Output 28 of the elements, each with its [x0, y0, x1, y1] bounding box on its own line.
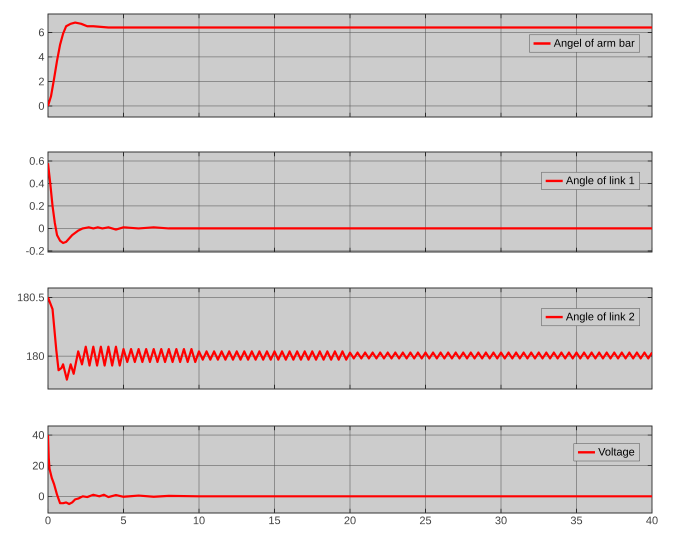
x-tick-label: 15	[269, 516, 280, 524]
y-tick-label: 4	[38, 53, 44, 61]
y-tick-label: 0	[38, 102, 44, 110]
legend-label: Voltage	[598, 448, 634, 458]
legend-label: Angle of link 1	[566, 176, 634, 186]
legend-label: Angel of arm bar	[554, 38, 635, 49]
x-tick-label: 0	[45, 516, 51, 524]
y-tick-label: 0.2	[30, 202, 44, 210]
y-tick-label: 2	[38, 78, 44, 86]
x-tick-label: 5	[120, 516, 126, 524]
y-tick-label: 180	[27, 352, 44, 360]
line-series	[48, 296, 652, 381]
x-tick-label: 35	[570, 516, 582, 524]
y-tick-label: 0	[38, 492, 44, 500]
x-tick-label: 20	[344, 516, 356, 524]
x-tick-label: 25	[420, 516, 432, 524]
y-tick-label: 180.5	[18, 294, 44, 302]
y-tick-label: 40	[32, 431, 44, 439]
y-tick-label: 6	[38, 28, 44, 36]
y-tick-label: 0.4	[30, 180, 44, 188]
y-tick-label: -0.2	[26, 247, 44, 255]
x-tick-label: 30	[495, 516, 507, 524]
y-tick-label: 20	[32, 462, 44, 470]
legend-label: Angle of link 2	[566, 312, 634, 323]
x-tick-label: 40	[646, 516, 658, 524]
y-tick-label: 0.6	[30, 157, 44, 165]
x-tick-label: 10	[194, 516, 205, 524]
y-tick-label: 0	[38, 224, 44, 232]
